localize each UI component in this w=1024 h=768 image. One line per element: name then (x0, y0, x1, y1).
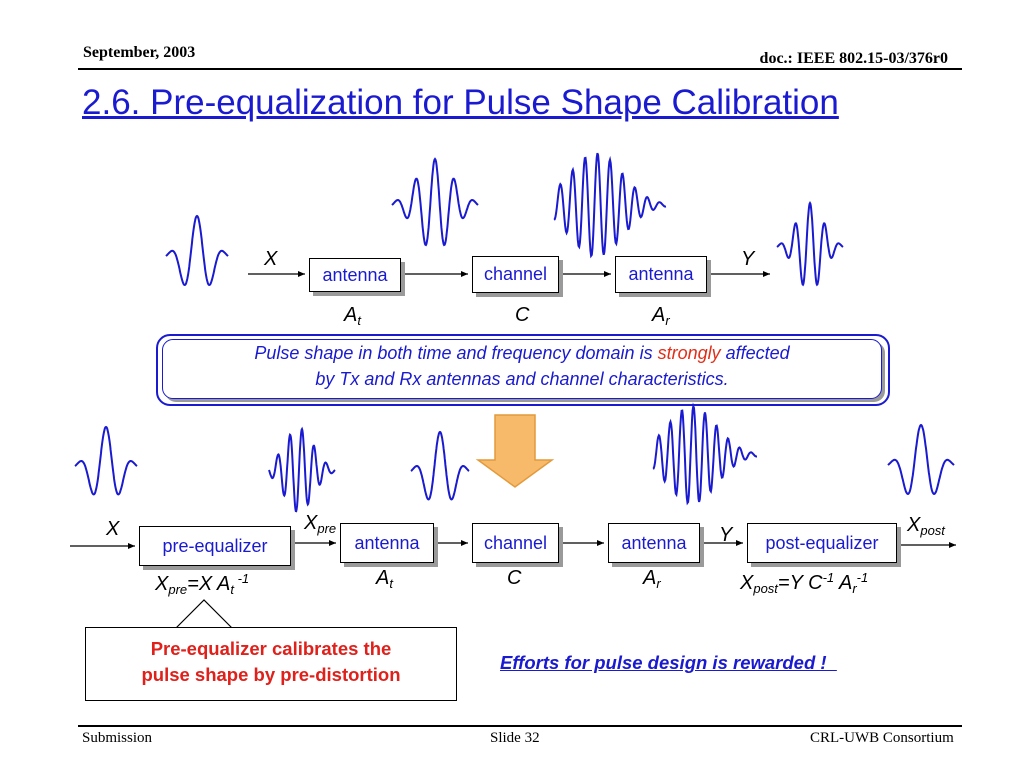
note-box: Pulse shape in both time and frequency d… (162, 339, 882, 399)
bottom-xpost-label: Xpost (907, 514, 945, 538)
post-equalizer-block[interactable]: post-equalizer (747, 523, 897, 563)
footer-rule (78, 725, 962, 727)
note-line-1: Pulse shape in both time and frequency d… (254, 343, 790, 363)
top-label-c: C (515, 304, 530, 326)
bottom-channel-block[interactable]: channel (472, 523, 559, 563)
pulse-bottom-input-waveform (74, 425, 138, 496)
top-input-x: X (264, 248, 278, 270)
pulse-bottom-channel-waveform (652, 402, 757, 506)
slide-title[interactable]: 2.6. Pre-equalization for Pulse Shape Ca… (82, 83, 839, 122)
bottom-antenna-rx-block[interactable]: antenna (608, 523, 700, 563)
header-date: September, 2003 (83, 44, 196, 61)
callout-box: Pre-equalizer calibrates the pulse shape… (85, 627, 457, 701)
bottom-label-at: At (376, 567, 393, 591)
top-label-ar: Ar (652, 304, 670, 328)
pre-equalizer-block[interactable]: pre-equalizer (139, 526, 291, 566)
bottom-y-label: Y (719, 524, 733, 546)
note-line-2: by Tx and Rx antennas and channel charac… (315, 369, 729, 389)
pulse-bottom-tx-waveform (410, 430, 470, 501)
note-emphasis: strongly (657, 343, 721, 363)
pulse-tx-waveform (391, 157, 479, 247)
footer-right: CRL-UWB Consortium (810, 730, 954, 746)
top-output-y: Y (741, 248, 755, 270)
bottom-antenna-tx-block[interactable]: antenna (340, 523, 434, 563)
bottom-xpre-label: Xpre (304, 512, 337, 536)
down-arrow-icon (475, 414, 555, 488)
pulse-output-waveform (776, 200, 844, 287)
bottom-input-x: X (106, 518, 120, 540)
bottom-label-ar: Ar (643, 567, 661, 591)
footer-center: Slide 32 (490, 730, 540, 746)
pulse-predistorted-waveform (268, 426, 336, 513)
header-doc-id: doc.: IEEE 802.15-03/376r0 (759, 50, 948, 67)
effort-statement[interactable]: Efforts for pulse design is rewarded ! (500, 652, 837, 673)
pulse-input-waveform (165, 214, 229, 287)
callout-pointer (175, 599, 233, 629)
top-channel-block[interactable]: channel (472, 256, 559, 293)
callout-text: Pre-equalizer calibrates the pulse shape… (141, 638, 401, 685)
pulse-channel-waveform (553, 152, 667, 259)
footer-left: Submission (82, 730, 153, 746)
pre-formula: Xpre=X At -1 (155, 571, 250, 597)
post-formula: Xpost=Y C-1 Ar-1 (740, 570, 869, 596)
bottom-label-c: C (507, 567, 522, 589)
top-antenna-rx-block[interactable]: antenna (615, 256, 707, 293)
pulse-postequalized-waveform (887, 423, 955, 496)
header-rule (78, 68, 962, 70)
top-label-at: At (344, 304, 361, 328)
note-outer-border (156, 334, 890, 406)
top-antenna-tx-block[interactable]: antenna (309, 258, 401, 292)
